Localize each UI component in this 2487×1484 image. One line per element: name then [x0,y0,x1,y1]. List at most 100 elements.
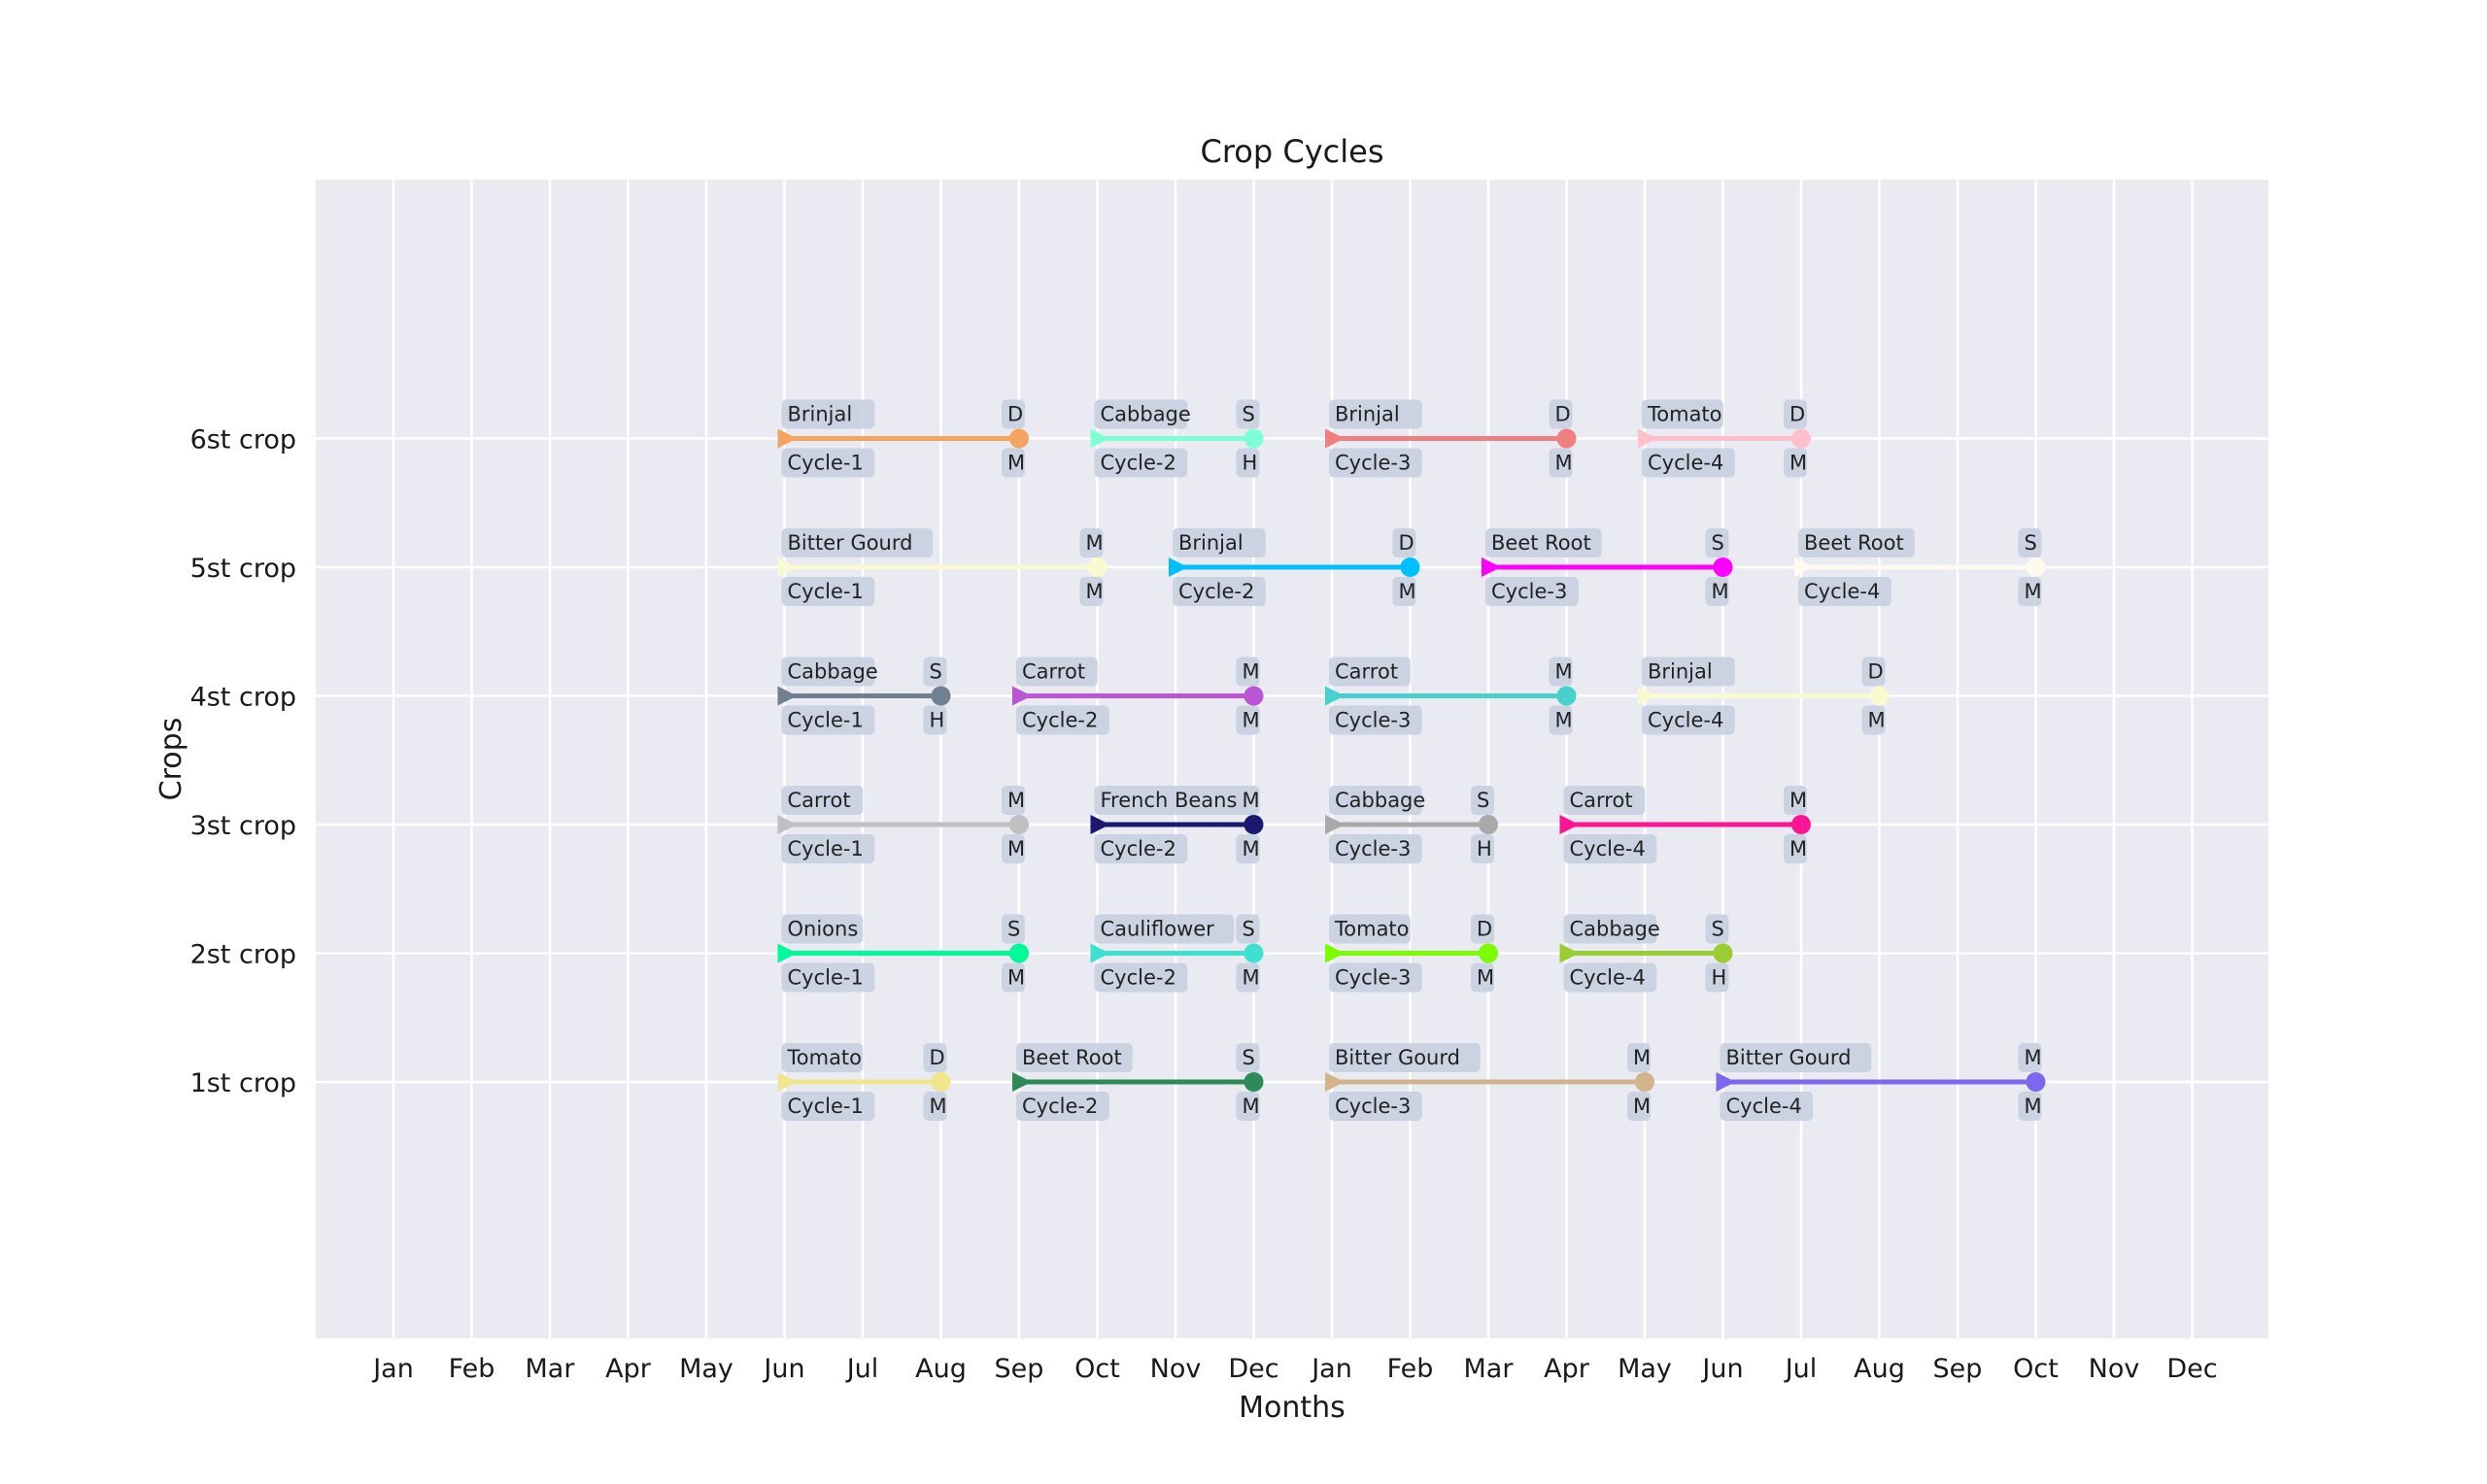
crop-name-label-box [1329,1043,1481,1072]
cycle-start-marker [1794,557,1814,577]
cycle-label-box [1329,962,1422,993]
end-top-label: D [1789,403,1805,426]
end-bottom-label-box [1236,705,1260,735]
x-tick-label: Jun [762,1354,804,1384]
end-bottom-label-group: M [1392,577,1416,606]
end-bottom-label: H [930,709,945,732]
end-top-label-box [1236,657,1260,687]
crop-name-label-group: Brinjal [781,399,875,429]
end-top-label: S [1712,918,1724,941]
cycle-label-group: Cycle-2 [1094,962,1188,993]
cycle-start-marker [1090,943,1110,963]
cycle-label-box [781,962,875,993]
end-top-label: D [1555,403,1571,426]
cycle-end-marker [1400,557,1420,577]
cycle-label-group: Cycle-2 [1173,577,1266,606]
end-top-label-box [1002,914,1025,944]
crop-name-label-box [781,399,875,429]
x-tick-label: Aug [1854,1354,1905,1384]
end-bottom-label-group: M [1002,448,1025,478]
end-bottom-label: M [1789,452,1807,475]
end-bottom-label-group: M [1236,705,1260,735]
cycle-label-group: Cycle-4 [1798,577,1891,606]
end-bottom-label-box [1236,962,1260,993]
end-top-label: M [1243,660,1260,684]
end-bottom-label-box [1705,577,1729,606]
end-bottom-label-box [1236,448,1260,478]
crop-name-label: Brinjal [788,403,853,426]
end-top-label-group: M [1549,657,1573,687]
cycle-label-group: Cycle-1 [781,962,875,993]
end-top-label-box [1861,657,1886,687]
end-top-label-box [923,1043,947,1072]
end-bottom-label: M [1007,452,1025,475]
end-top-label-box [1236,399,1260,429]
end-top-label-group: S [1002,914,1025,944]
crop-name-label: Beet Root [1022,1046,1122,1069]
x-tick-label: May [1618,1354,1672,1384]
end-top-label: S [1243,918,1255,941]
end-bottom-label-box [1236,834,1260,863]
crop-name-label-box [1329,657,1411,687]
cycle-label-box [1329,1092,1422,1121]
cycle-end-marker [1009,428,1029,449]
end-top-label-box [923,657,947,687]
end-top-label-group: S [1236,1043,1260,1072]
end-top-label-group: S [1236,914,1260,944]
cycle-end-marker [1556,686,1577,706]
cycle-label: Cycle-2 [1022,709,1098,732]
cycle-end-marker [1869,686,1890,706]
cycle-label: Cycle-3 [1335,837,1411,860]
cycle-label: Cycle-1 [788,1095,864,1118]
end-bottom-label-group: M [1002,834,1025,863]
crop-name-label-group: Bitter Gourd [781,528,934,557]
end-bottom-label-group: H [923,705,947,735]
crop-name-label-group: Cabbage [1563,914,1660,944]
cycle-start-marker [777,428,798,449]
crop-name-label: Cabbage [788,660,878,684]
crop-name-label: Carrot [1022,660,1085,684]
cycle-label-box [1642,705,1735,735]
cycle-label: Cycle-4 [1648,452,1723,475]
end-bottom-label-box [1784,834,1807,863]
cycle-label-box [1329,448,1422,478]
end-bottom-label: H [1477,837,1492,860]
cycle-label: Cycle-3 [1491,580,1567,603]
crop-name-label-group: Beet Root [1485,528,1602,557]
crop-name-label: Beet Root [1491,531,1591,555]
end-top-label-group: S [1705,528,1729,557]
x-tick-label: Apr [1544,1354,1590,1384]
cycle-end-marker [1635,1072,1654,1092]
x-tick-label: Dec [2166,1354,2217,1384]
cycle-label-group: Cycle-4 [1563,962,1657,993]
crop-name-label: Bitter Gourd [788,531,913,555]
cycle-label-group: Cycle-1 [781,1092,875,1121]
crop-name-label: Brinjal [1178,531,1244,555]
end-top-label-group: D [1861,657,1886,687]
end-bottom-label-group: M [1861,705,1886,735]
end-bottom-label: H [1243,452,1258,475]
end-top-label-group: D [923,1043,947,1072]
crop-name-label: Bitter Gourd [1726,1046,1852,1069]
end-top-label-group: M [1002,786,1025,815]
crop-name-label: French Beans [1101,789,1238,812]
x-tick-label: Jul [1784,1354,1818,1384]
cycle-label-group: Cycle-3 [1329,1092,1422,1121]
cycle-label: Cycle-3 [1335,709,1411,732]
marks-layer [777,428,2046,1092]
cycle-label-group: Cycle-3 [1329,834,1422,863]
end-bottom-label: M [1868,709,1886,732]
end-bottom-label: M [1555,452,1573,475]
cycle-label: Cycle-1 [788,452,864,475]
end-bottom-label-group: M [1002,962,1025,993]
cycle-end-marker [1556,428,1577,449]
cycle-label-group: Cycle-4 [1642,448,1735,478]
end-top-label: M [1243,789,1260,812]
crop-name-label-box [1563,786,1646,815]
cycle-label-box [1798,577,1891,606]
cycle-start-marker [1012,686,1032,706]
end-bottom-label: H [1712,966,1727,990]
end-bottom-label-box [1002,962,1025,993]
crop-name-label-group: Carrot [1329,657,1411,687]
end-bottom-label: M [1789,837,1807,860]
